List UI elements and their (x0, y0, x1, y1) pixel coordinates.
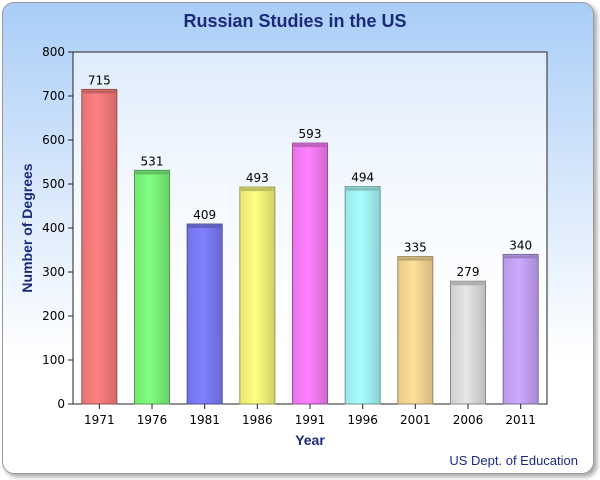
bar-1996 (344, 186, 381, 405)
x-tick-label-2011: 2011 (505, 413, 536, 427)
bar-1976 (134, 169, 170, 405)
chart-title: Russian Studies in the US (183, 11, 406, 31)
bar-2011 (502, 253, 539, 405)
y-tick-label: 500 (42, 177, 65, 191)
bar-2001 (397, 256, 434, 405)
bar-top-2006 (451, 282, 485, 286)
x-tick-label-1976: 1976 (137, 413, 168, 427)
bar-top-2011 (504, 255, 538, 259)
bar-top-1991 (293, 144, 327, 148)
y-tick-label: 800 (42, 45, 65, 59)
y-tick-label: 300 (42, 265, 65, 279)
bar-top-1976 (135, 171, 169, 175)
x-tick-label-2001: 2001 (400, 413, 431, 427)
bar-1981 (186, 223, 223, 405)
bar-top-2001 (398, 257, 432, 261)
y-tick-label: 700 (42, 89, 65, 103)
y-tick-label: 600 (42, 133, 65, 147)
value-label-1981: 409 (193, 208, 216, 222)
y-axis-label: Number of Degrees (19, 163, 35, 292)
y-axis: 0 100 200 300 400 500 600 700 800 (42, 45, 73, 411)
x-axis-label: Year (295, 432, 325, 448)
bar-top-1986 (240, 188, 274, 192)
value-label-1976: 531 (141, 154, 164, 168)
bar-1986 (239, 186, 276, 405)
value-label-1991: 593 (299, 127, 322, 141)
x-axis: 1971 1976 1981 1986 1991 1996 2001 2006 2011 (84, 404, 536, 427)
bar-top-1981 (188, 225, 222, 229)
bar-1971 (81, 88, 118, 405)
bar-top-1996 (346, 187, 380, 191)
x-tick-label-1991: 1991 (295, 413, 326, 427)
bar-2006 (450, 280, 486, 405)
x-tick-label-1981: 1981 (189, 413, 220, 427)
x-tick-label-1971: 1971 (84, 413, 115, 427)
y-tick-label: 0 (57, 397, 65, 411)
x-tick-label-2006: 2006 (453, 413, 484, 427)
y-tick-label: 100 (42, 353, 65, 367)
bars-group: 715 531 409 493 593 494 335 279 340 (81, 73, 539, 405)
value-label-2006: 279 (457, 265, 480, 279)
value-label-2011: 340 (509, 238, 532, 252)
value-label-1986: 493 (246, 171, 269, 185)
value-label-1971: 715 (88, 73, 111, 87)
y-tick-label: 200 (42, 309, 65, 323)
bar-1991 (292, 142, 328, 405)
x-tick-label-1996: 1996 (347, 413, 378, 427)
value-label-2001: 335 (404, 241, 427, 255)
x-tick-label-1986: 1986 (242, 413, 273, 427)
bar-top-1971 (82, 90, 116, 94)
value-label-1996: 494 (351, 171, 374, 185)
y-tick-label: 400 (42, 221, 65, 235)
source-note: US Dept. of Education (449, 453, 578, 468)
